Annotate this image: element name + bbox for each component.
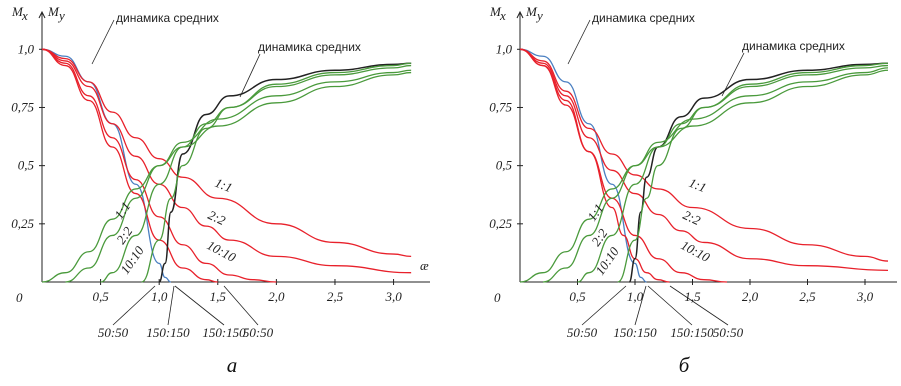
- series-line-red-4: [519, 48, 670, 283]
- series-line-red-1: [519, 48, 889, 262]
- x-tick-label: 0,5: [569, 289, 586, 304]
- y-axis-label-mx-sub: x: [21, 8, 28, 23]
- annotation-red-1-1: 1:1: [213, 175, 235, 195]
- y-axis-label-mx-sub: x: [499, 8, 506, 23]
- annotation-red-10-10: 10:10: [679, 237, 713, 265]
- y-axis-label-my: M: [47, 4, 60, 19]
- annotation-red-10-10: 10:10: [205, 237, 239, 265]
- series-line-red-2: [519, 48, 889, 272]
- x-tick-label: 1,0: [151, 289, 168, 304]
- annotation-red-1-1: 1:1: [687, 175, 709, 195]
- annotation-bottom-0: 50:50: [98, 325, 129, 340]
- annotation-leader: [223, 285, 259, 326]
- annotation-bottom-2: 150:150: [670, 325, 714, 340]
- annotation-leader: [721, 52, 745, 97]
- annotation-leader: [91, 19, 115, 65]
- x-tick-label: 1,5: [684, 289, 701, 304]
- y-tick-label: 0,5: [18, 158, 35, 173]
- annotation-leader: [669, 285, 729, 326]
- x-tick-label: 1,0: [627, 289, 644, 304]
- annotation-bottom-2: 150:150: [202, 325, 246, 340]
- annotation-leader: [647, 285, 693, 326]
- annotation-leader: [167, 285, 175, 326]
- y-axis-label-mx: M: [11, 4, 24, 19]
- annotation-leader: [581, 285, 627, 326]
- y-tick-label: 0,25: [11, 216, 34, 231]
- annotation-mean-dynamics-2: динамика средних: [742, 39, 845, 53]
- series-line-mean_decay-0: [519, 48, 647, 283]
- y-tick-label: 1,0: [18, 41, 35, 56]
- x-tick-label: 0,5: [92, 289, 109, 304]
- annotation-leader: [174, 285, 225, 326]
- y-tick-label: 0,25: [489, 216, 512, 231]
- origin-label: 0: [494, 290, 501, 305]
- annotation-bottom-3: 50:50: [713, 325, 744, 340]
- x-tick-label: 2,0: [268, 289, 285, 304]
- y-tick-label: 0,75: [489, 99, 512, 114]
- series-line-green-9: [617, 62, 889, 283]
- x-tick-label: 3,0: [384, 289, 402, 304]
- y-axis-label-mx: M: [489, 4, 502, 19]
- series-line-mean_growth-5: [158, 62, 412, 283]
- y-axis-label-my-sub: y: [535, 8, 543, 23]
- annotation-leader: [112, 285, 156, 326]
- series-line-green-6: [41, 71, 412, 283]
- y-tick-label: 0,75: [11, 99, 34, 114]
- x-tick-label: 2,0: [742, 289, 759, 304]
- annotation-green-2-2: 2:2: [113, 224, 136, 247]
- figure-caption: б: [679, 353, 691, 377]
- annotation-red-2-2: 2:2: [681, 207, 703, 228]
- annotation-green-1-1: 1:1: [584, 201, 606, 224]
- series-line-mean_growth-5: [628, 62, 889, 283]
- series-line-red-3: [519, 48, 728, 283]
- y-tick-label: 0,5: [496, 158, 513, 173]
- x-tick-label: 2,5: [327, 289, 344, 304]
- series-line-red-1: [41, 48, 412, 258]
- x-axis-label: æ: [420, 258, 429, 273]
- series-line-green-8: [577, 64, 889, 283]
- y-axis-arrow: [516, 10, 524, 19]
- series-line-green-8: [100, 64, 412, 283]
- series-line-mean_decay-0: [41, 48, 172, 283]
- annotation-bottom-1: 150:150: [613, 325, 657, 340]
- annotation-leader: [239, 53, 261, 98]
- x-tick-label: 3,0: [856, 289, 874, 304]
- y-axis-label-my-sub: y: [57, 8, 65, 23]
- x-tick-label: 1,5: [210, 289, 227, 304]
- series-line-red-3: [41, 48, 277, 283]
- annotation-red-2-2: 2:2: [206, 207, 228, 228]
- x-tick-label: 2,5: [799, 289, 816, 304]
- series-line-red-4: [41, 48, 218, 283]
- y-axis-label-my: M: [525, 4, 538, 19]
- series-line-green-6: [519, 69, 889, 283]
- series-line-green-7: [65, 69, 412, 283]
- annotation-leader: [567, 19, 591, 65]
- figure-caption: а: [227, 353, 238, 377]
- annotation-mean-dynamics-2: динамика средних: [258, 40, 361, 54]
- annotation-green-2-2: 2:2: [588, 226, 611, 249]
- series-line-green-7: [542, 67, 889, 283]
- y-axis-arrow: [38, 10, 46, 19]
- annotation-mean-dynamics-1: динамика средних: [116, 11, 219, 25]
- series-line-red-2: [41, 48, 412, 274]
- annotation-bottom-0: 50:50: [567, 325, 598, 340]
- annotation-green-10-10: 10:10: [592, 244, 622, 278]
- annotation-bottom-1: 150:150: [146, 325, 190, 340]
- y-tick-label: 1,0: [496, 41, 513, 56]
- series-line-green-9: [141, 62, 412, 283]
- annotation-leader: [634, 285, 647, 326]
- origin-label: 0: [16, 290, 23, 305]
- annotation-bottom-3: 50:50: [243, 325, 274, 340]
- annotation-mean-dynamics-1: динамика средних: [592, 11, 695, 25]
